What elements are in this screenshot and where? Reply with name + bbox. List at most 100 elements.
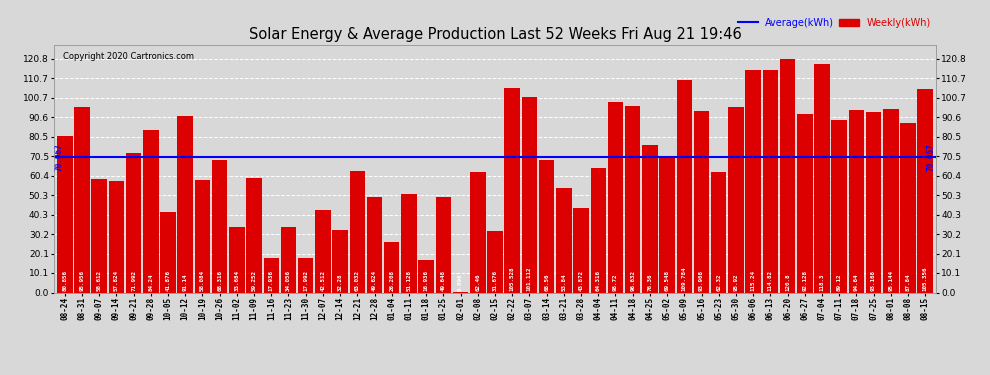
Text: 42.512: 42.512 <box>321 270 326 291</box>
Text: 89.12: 89.12 <box>837 273 842 291</box>
Text: 49.648: 49.648 <box>441 270 446 291</box>
Bar <box>281 226 296 292</box>
Bar <box>74 107 90 292</box>
Bar <box>333 230 347 292</box>
Bar <box>676 80 692 292</box>
Bar <box>91 179 107 292</box>
Bar <box>832 120 846 292</box>
Bar <box>384 242 400 292</box>
Text: 69.548: 69.548 <box>664 270 669 291</box>
Bar <box>160 211 176 292</box>
Text: 109.784: 109.784 <box>682 266 687 291</box>
Text: 76.36: 76.36 <box>647 273 652 291</box>
Text: 31.676: 31.676 <box>492 270 498 291</box>
Text: 80.856: 80.856 <box>62 270 67 291</box>
Bar <box>109 181 124 292</box>
Text: 63.032: 63.032 <box>354 270 359 291</box>
Bar <box>762 70 778 292</box>
Text: 93.908: 93.908 <box>699 270 704 291</box>
Text: 17.936: 17.936 <box>268 270 274 291</box>
Text: 120.8: 120.8 <box>785 273 790 291</box>
Bar <box>349 171 365 292</box>
Bar <box>57 136 72 292</box>
Text: 95.144: 95.144 <box>888 270 893 291</box>
Bar <box>401 194 417 292</box>
Text: 57.824: 57.824 <box>114 270 119 291</box>
Bar <box>745 70 761 292</box>
Bar <box>780 59 795 292</box>
Text: 68.316: 68.316 <box>217 270 222 291</box>
Text: 98.72: 98.72 <box>613 273 618 291</box>
Text: 41.876: 41.876 <box>165 270 170 291</box>
Text: 62.46: 62.46 <box>475 273 480 291</box>
Bar <box>505 88 520 292</box>
Text: 53.84: 53.84 <box>561 273 566 291</box>
Text: 0.096: 0.096 <box>458 273 463 291</box>
Text: 91.14: 91.14 <box>183 273 188 291</box>
Text: 51.128: 51.128 <box>407 270 412 291</box>
Bar <box>263 258 279 292</box>
Text: 84.24: 84.24 <box>148 273 153 291</box>
Bar <box>195 180 210 292</box>
Bar <box>229 227 245 292</box>
Text: 32.28: 32.28 <box>338 273 343 291</box>
Bar <box>608 102 624 292</box>
Text: 70.067: 70.067 <box>927 143 936 171</box>
Bar <box>212 160 228 292</box>
Legend: Average(kWh), Weekly(kWh): Average(kWh), Weekly(kWh) <box>739 18 931 28</box>
Text: 114.82: 114.82 <box>768 270 773 291</box>
Bar <box>556 188 571 292</box>
Text: 87.84: 87.84 <box>906 273 911 291</box>
Text: 33.684: 33.684 <box>235 270 240 291</box>
Bar <box>643 145 657 292</box>
Text: 62.32: 62.32 <box>716 273 722 291</box>
Bar <box>487 231 503 292</box>
Bar <box>126 153 142 292</box>
Text: 118.3: 118.3 <box>820 273 825 291</box>
Text: 95.956: 95.956 <box>79 270 84 291</box>
Text: 105.528: 105.528 <box>510 266 515 291</box>
Text: 43.872: 43.872 <box>578 270 583 291</box>
Text: 70.067: 70.067 <box>54 143 63 171</box>
Bar <box>797 114 813 292</box>
Bar <box>659 158 675 292</box>
Text: 17.992: 17.992 <box>303 270 308 291</box>
Text: 71.992: 71.992 <box>131 270 136 291</box>
Bar <box>918 89 933 292</box>
Bar <box>625 106 641 292</box>
Bar <box>419 260 434 292</box>
Bar <box>883 108 899 292</box>
Text: 49.624: 49.624 <box>372 270 377 291</box>
Text: 16.936: 16.936 <box>424 270 429 291</box>
Text: 26.208: 26.208 <box>389 270 394 291</box>
Bar <box>573 208 589 292</box>
Text: 94.64: 94.64 <box>854 273 859 291</box>
Bar <box>522 97 538 292</box>
Bar <box>366 196 382 292</box>
Bar <box>848 110 864 292</box>
Text: 115.24: 115.24 <box>750 270 755 291</box>
Bar <box>315 210 331 292</box>
Bar <box>539 160 554 292</box>
Text: 68.56: 68.56 <box>544 273 549 291</box>
Bar <box>470 172 485 292</box>
Bar <box>590 168 606 292</box>
Bar <box>144 130 158 292</box>
Text: 64.316: 64.316 <box>596 270 601 291</box>
Bar <box>694 111 709 292</box>
Bar <box>436 196 451 292</box>
Text: 96.632: 96.632 <box>631 270 636 291</box>
Bar <box>814 64 830 292</box>
Text: Copyright 2020 Cartronics.com: Copyright 2020 Cartronics.com <box>63 53 194 62</box>
Text: 105.356: 105.356 <box>923 266 928 291</box>
Bar <box>729 107 743 292</box>
Text: 101.112: 101.112 <box>527 266 532 291</box>
Text: 58.612: 58.612 <box>97 270 102 291</box>
Text: 34.056: 34.056 <box>286 270 291 291</box>
Text: 95.92: 95.92 <box>734 273 739 291</box>
Text: 58.084: 58.084 <box>200 270 205 291</box>
Text: 92.128: 92.128 <box>802 270 807 291</box>
Bar <box>711 172 727 292</box>
Text: 59.252: 59.252 <box>251 270 256 291</box>
Bar <box>866 112 881 292</box>
